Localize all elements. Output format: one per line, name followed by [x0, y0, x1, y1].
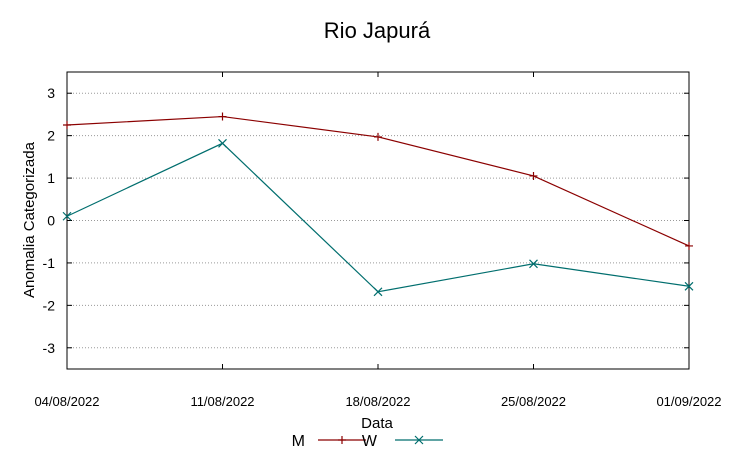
y-tick-label: -3: [43, 340, 56, 356]
legend-marker-w: [414, 435, 424, 445]
y-tick-label: 0: [47, 213, 55, 229]
point-w: [62, 211, 72, 221]
point-w: [684, 281, 694, 291]
point-m: [218, 112, 227, 121]
x-axis: 04/08/2022 11/08/2022 18/08/2022 25/08/2022…: [34, 72, 722, 409]
legend-label-m: M: [292, 433, 305, 450]
x-tick-label: 11/08/2022: [190, 394, 254, 409]
legend-label-w: W: [362, 433, 378, 450]
x-tick-label: 18/08/2022: [345, 394, 410, 409]
x-tick-label: 01/09/2022: [656, 394, 721, 409]
y-axis-label: Anomalia Categorizada: [21, 141, 38, 298]
x-tick-label: 25/08/2022: [501, 394, 566, 409]
point-m: [63, 121, 71, 130]
series-line-w: [66, 142, 690, 293]
point-w: [373, 287, 383, 297]
gridlines: [67, 92, 689, 349]
y-axis: -3 -2 -1 0 1 2 3: [43, 85, 689, 356]
y-tick-label: -1: [43, 255, 56, 271]
y-tick-label: -2: [43, 297, 56, 313]
legend-marker-m: [338, 436, 346, 444]
point-m: [374, 132, 382, 141]
chart-title: Rio Japurá: [324, 18, 431, 43]
y-tick-label: 1: [47, 170, 55, 186]
point-m: [685, 241, 693, 250]
point-m: [529, 171, 538, 180]
y-tick-label: 3: [47, 85, 55, 101]
x-tick-label: 04/08/2022: [34, 394, 99, 409]
series-group: [62, 112, 694, 297]
x-axis-label: Data: [361, 415, 393, 432]
point-w: [529, 259, 538, 269]
y-tick-label: 2: [47, 128, 55, 144]
point-w: [218, 138, 227, 148]
